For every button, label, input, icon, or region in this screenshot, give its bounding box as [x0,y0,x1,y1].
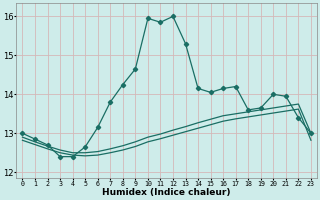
X-axis label: Humidex (Indice chaleur): Humidex (Indice chaleur) [102,188,231,197]
